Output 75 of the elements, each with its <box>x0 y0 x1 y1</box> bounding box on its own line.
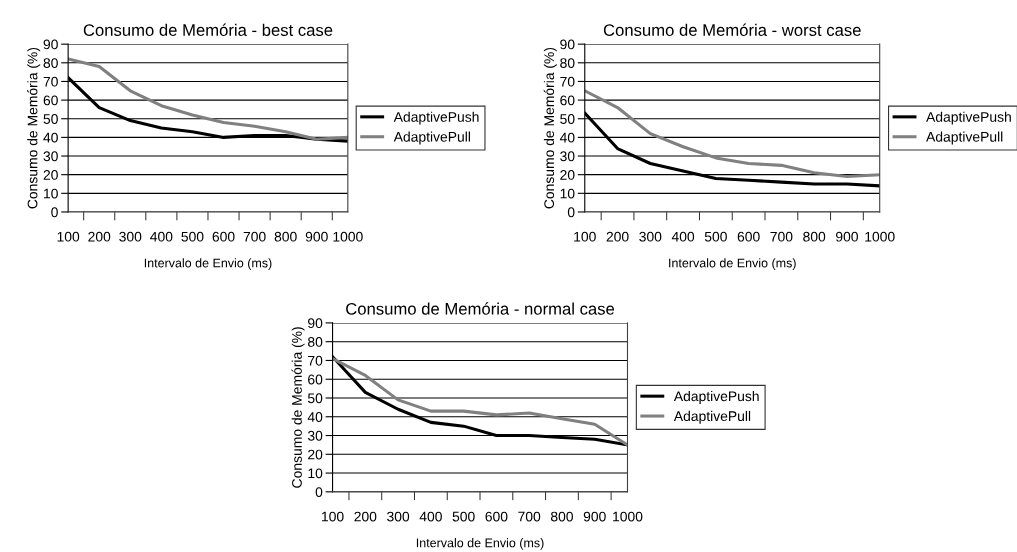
x-tick-label: 1000 <box>865 231 895 242</box>
x-tick-label: 900 <box>836 231 858 242</box>
x-tick-label: 300 <box>387 511 410 522</box>
x-tick-label: 800 <box>550 511 573 522</box>
y-tick-label: 70 <box>560 76 575 87</box>
y-axis-title: Consumo de Memória (%) <box>543 47 557 209</box>
y-tick-label: 50 <box>43 114 58 124</box>
chart-title: Consumo de Memória - best case <box>83 23 333 36</box>
x-tick-label: 100 <box>574 231 596 242</box>
legend-label: AdaptivePull <box>673 410 751 424</box>
x-tick-label: 400 <box>150 231 173 242</box>
x-tick-label: 100 <box>322 511 344 522</box>
x-tick-label: 200 <box>606 231 629 242</box>
y-tick-label: 0 <box>567 207 575 218</box>
x-tick-label: 200 <box>354 511 377 522</box>
x-tick-label: 800 <box>803 231 826 242</box>
y-tick-label: 0 <box>315 487 323 497</box>
x-tick-label: 500 <box>704 231 727 242</box>
y-tick-label: 10 <box>308 468 323 479</box>
y-tick-label: 20 <box>43 170 58 180</box>
y-tick-label: 10 <box>560 188 575 199</box>
y-tick-label: 90 <box>560 39 575 50</box>
y-tick-label: 20 <box>560 170 575 180</box>
legend-label: AdaptivePush <box>393 111 479 125</box>
y-tick-label: 20 <box>308 449 323 460</box>
x-tick-label: 900 <box>583 511 606 522</box>
x-tick-label: 300 <box>119 231 142 242</box>
y-tick-label: 40 <box>307 412 323 422</box>
legend-label: AdaptivePush <box>673 390 759 404</box>
y-tick-label: 30 <box>560 151 575 162</box>
y-tick-label: 60 <box>308 374 323 385</box>
y-tick-label: 40 <box>43 132 58 143</box>
y-tick-label: 80 <box>560 58 575 68</box>
x-tick-label: 600 <box>212 231 235 242</box>
x-tick-label: 700 <box>243 231 266 242</box>
chart-title: Consumo de Memória - normal case <box>346 302 615 315</box>
y-tick-label: 10 <box>44 188 58 199</box>
y-tick-label: 80 <box>307 337 323 347</box>
y-tick-label: 0 <box>51 207 58 218</box>
x-tick-label: 400 <box>671 231 695 242</box>
y-tick-label: 70 <box>308 355 323 366</box>
y-tick-label: 60 <box>560 95 575 106</box>
y-axis-title: Consumo de Memória (%) <box>27 47 41 209</box>
x-tick-label: 600 <box>485 511 508 522</box>
x-tick-label: 100 <box>57 231 80 242</box>
y-tick-label: 50 <box>307 393 323 404</box>
x-tick-label: 1000 <box>333 231 363 242</box>
y-tick-label: 40 <box>559 132 575 143</box>
y-tick-label: 30 <box>307 430 323 441</box>
x-tick-label: 600 <box>737 231 760 242</box>
x-tick-label: 300 <box>639 231 662 242</box>
x-axis-title: Intervalo de Envio (ms) <box>144 258 272 270</box>
x-tick-label: 700 <box>770 231 793 242</box>
x-tick-label: 1000 <box>613 511 643 522</box>
y-tick-label: 60 <box>43 95 58 106</box>
legend-label: AdaptivePush <box>926 111 1011 125</box>
y-tick-label: 50 <box>560 114 575 124</box>
x-tick-label: 400 <box>419 511 442 522</box>
x-tick-label: 900 <box>305 231 328 242</box>
x-tick-label: 500 <box>452 511 475 522</box>
y-tick-label: 90 <box>308 318 323 329</box>
x-tick-label: 500 <box>181 231 204 242</box>
y-tick-label: 90 <box>43 39 58 50</box>
y-tick-label: 30 <box>43 151 58 162</box>
chart-title: Consumo de Memória - worst case <box>603 23 861 36</box>
legend-label: AdaptivePull <box>393 131 470 145</box>
y-tick-label: 70 <box>43 76 58 87</box>
legend-label: AdaptivePull <box>926 131 1003 145</box>
y-axis-title: Consumo de Memória (%) <box>291 327 305 488</box>
x-axis-title: Intervalo de Envio (ms) <box>669 258 796 270</box>
x-tick-label: 700 <box>518 511 541 522</box>
x-tick-label: 200 <box>88 231 111 242</box>
x-tick-label: 800 <box>274 231 297 242</box>
x-axis-title: Intervalo de Envio (ms) <box>416 538 544 550</box>
y-tick-label: 80 <box>43 58 58 68</box>
